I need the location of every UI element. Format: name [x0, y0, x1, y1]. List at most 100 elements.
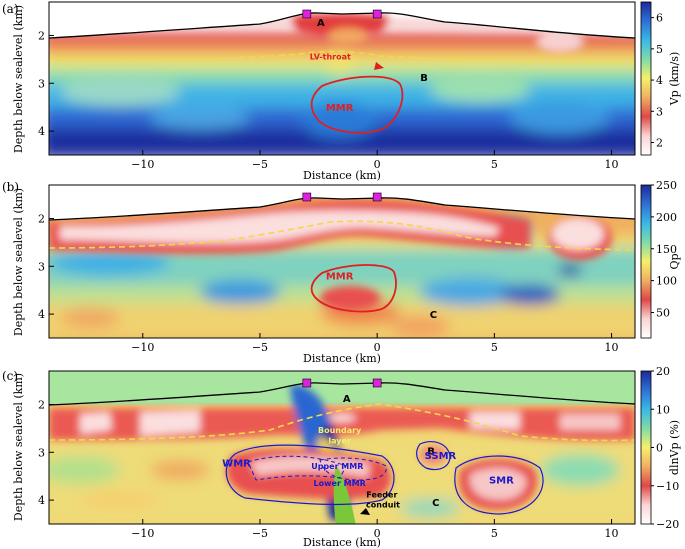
colorbar-bar	[640, 184, 652, 339]
colorbar-tick-label: −10	[656, 480, 679, 493]
station-marker	[302, 378, 312, 388]
panel-b-frame	[48, 184, 636, 339]
panel-a-ylabel: Depth below sealevel (km)	[12, 5, 25, 153]
annotation-lv-throat: LV-throat	[310, 52, 351, 61]
panel-b-mmr-outline	[310, 264, 397, 313]
panel-c-feeder-conduit	[333, 465, 356, 524]
panel-a-stations	[302, 9, 382, 19]
annotation-conduit: conduit	[366, 500, 400, 509]
x-tick-label: −5	[252, 341, 268, 354]
annotation-b: B	[427, 447, 435, 458]
colorbar-tick-label: −20	[656, 518, 679, 531]
colorbar-tick-label: 10	[656, 403, 670, 416]
y-tick-label: 2	[38, 398, 45, 411]
panel-a-colorbar: 2 3 4 5 6 Vp (km/s)	[640, 1, 681, 156]
annotation-ssmr: SSMR	[425, 451, 457, 462]
panel-b-topography	[49, 197, 635, 221]
panel-b-plot-area	[49, 185, 635, 338]
colorbar-label: Qp	[668, 253, 681, 269]
colorbar-label: Vp (km/s)	[668, 52, 681, 107]
panel-b-xlabel: Distance (km)	[303, 352, 381, 365]
annotation-upper-mmr: Upper MMR	[311, 462, 363, 471]
y-tick-label: 2	[38, 29, 45, 42]
station-marker	[372, 192, 382, 202]
annotation-mmr: MMR	[326, 103, 354, 114]
colorbar-bar	[640, 1, 652, 156]
panel-a-plot-area	[49, 2, 635, 155]
colorbar-tick-label: 250	[656, 179, 677, 192]
station-marker	[302, 192, 312, 202]
panel-c-wmr-outline	[225, 444, 395, 506]
panel-a-frame	[48, 1, 636, 156]
annotation-b: B	[420, 73, 428, 84]
panel-c-label: (c)	[2, 369, 18, 383]
annotation-layer: layer	[328, 437, 351, 446]
panel-c-plot-area	[49, 371, 635, 524]
colorbar-tick-label: 5	[656, 43, 663, 56]
panel-c-upper-mmr-outline	[319, 457, 387, 481]
colorbar-tick-label: 20	[656, 365, 670, 378]
x-tick-label: −10	[131, 341, 154, 354]
colorbar-label: dlnVp (%)	[668, 420, 681, 475]
colorbar-tick-label: 150	[656, 243, 677, 256]
panel-a-label: (a)	[2, 2, 19, 16]
colorbar-tick-label: 6	[656, 12, 663, 25]
panel-b-axes: −10 −5 0 5 10 2 3 4	[38, 212, 619, 354]
station-marker	[372, 378, 382, 388]
panel-c-stations	[302, 378, 382, 388]
x-tick-label: −5	[252, 527, 268, 540]
annotation-a: A	[343, 394, 351, 405]
x-tick-label: 10	[605, 341, 619, 354]
annotation-lower-mmr: Lower MMR	[314, 479, 366, 488]
annotation-boundary: Boundary	[318, 426, 362, 435]
colorbar-tick-label: 4	[656, 74, 663, 87]
colorbar-tick-label: 0	[656, 442, 663, 455]
panel-b-colorbar: 50 100 150 200 250 Qp	[640, 179, 681, 339]
colorbar-tick-label: 200	[656, 211, 677, 224]
panel-c-wmr-inner-outline	[247, 455, 347, 481]
colorbar-tick-label: 100	[656, 275, 677, 288]
x-tick-label: 0	[374, 527, 381, 540]
panel-b-ylabel: Depth below sealevel (km)	[12, 188, 25, 336]
x-tick-label: −10	[131, 158, 154, 171]
x-tick-label: 5	[491, 158, 498, 171]
annotation-feeder: Feeder	[366, 491, 397, 500]
y-tick-label: 3	[38, 260, 45, 273]
panel-c-xlabel: Distance (km)	[303, 536, 381, 549]
panel-b-label: (b)	[2, 180, 19, 194]
y-tick-label: 3	[38, 77, 45, 90]
panel-a-mmr-outline	[310, 75, 404, 134]
y-tick-label: 2	[38, 212, 45, 225]
x-tick-label: 5	[491, 527, 498, 540]
panel-c-annotations: A Boundary layer B WMR Upper MMR Lower MMR SSMR…	[222, 394, 514, 509]
x-tick-label: −10	[131, 527, 154, 540]
panel-a-annotations: A LV-throat B MMR	[310, 18, 428, 114]
x-tick-label: 5	[491, 341, 498, 354]
panel-b-annotations: MMR C	[326, 272, 437, 321]
panel-b-stations	[302, 192, 382, 202]
annotation-c: C	[430, 310, 437, 321]
panel-c-arrow	[360, 508, 370, 515]
x-tick-label: 0	[374, 158, 381, 171]
colorbar-tick-label: 2	[656, 137, 663, 150]
panel-c-smr-outline	[454, 455, 544, 515]
y-tick-label: 4	[38, 494, 45, 507]
y-tick-label: 4	[38, 308, 45, 321]
annotation-mmr: MMR	[326, 272, 354, 283]
x-tick-label: 10	[605, 527, 619, 540]
panel-a-xlabel: Distance (km)	[303, 169, 381, 182]
annotation-smr: SMR	[489, 475, 514, 486]
colorbar-tick-label: 50	[656, 307, 670, 320]
panel-c-ssmr-outline	[416, 441, 451, 471]
station-marker	[302, 9, 312, 19]
colorbar-bar	[640, 370, 652, 525]
x-tick-label: −5	[252, 158, 268, 171]
x-tick-label: 0	[374, 341, 381, 354]
panel-a: (a)	[2, 1, 681, 182]
x-tick-label: 10	[605, 158, 619, 171]
panel-c-axes: −10 −5 0 5 10 2 3 4	[38, 398, 619, 540]
colorbar-tick-label: 3	[656, 105, 663, 118]
y-tick-label: 4	[38, 125, 45, 138]
panel-c-ylabel: Depth below sealevel (km)	[12, 373, 25, 521]
